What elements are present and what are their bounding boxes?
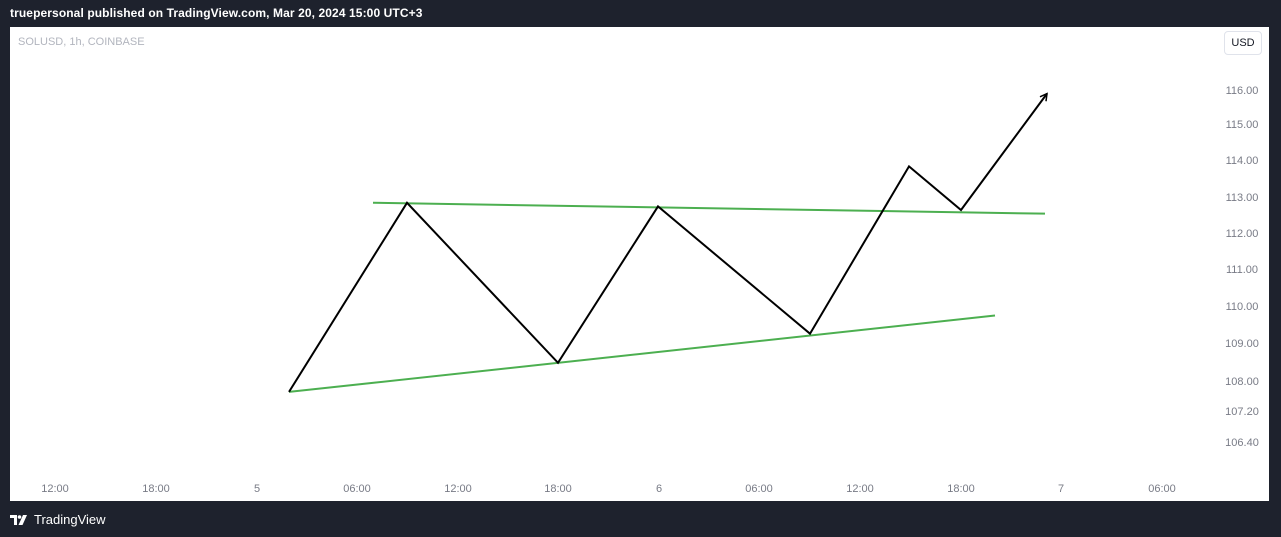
- y-tick-label: 115.00: [1226, 119, 1259, 131]
- tradingview-logo[interactable]: TradingView: [10, 512, 106, 527]
- x-tick-label: 12:00: [444, 483, 472, 495]
- y-tick-label: 107.20: [1225, 406, 1259, 418]
- lower-trendline: [288, 314, 996, 393]
- y-tick-label: 109.00: [1225, 338, 1259, 350]
- y-tick-label: 114.00: [1226, 155, 1259, 167]
- x-tick-label: 7: [1058, 483, 1064, 495]
- symbol-label: SOLUSD, 1h, COINBASE: [18, 36, 145, 48]
- x-tick-label: 12:00: [41, 483, 69, 495]
- publish-info: truepersonal published on TradingView.co…: [10, 6, 423, 20]
- tradingview-icon: [10, 514, 27, 525]
- y-tick-label: 112.00: [1226, 228, 1259, 240]
- x-tick-label: 6: [656, 483, 662, 495]
- upper-trendline: [372, 201, 1046, 215]
- x-tick-label: 12:00: [846, 483, 874, 495]
- x-tick-label: 06:00: [1148, 483, 1176, 495]
- x-tick-label: 18:00: [142, 483, 170, 495]
- x-tick-label: 5: [254, 483, 260, 495]
- y-tick-label: 110.00: [1226, 301, 1259, 313]
- x-tick-label: 18:00: [544, 483, 572, 495]
- brand-name: TradingView: [34, 512, 106, 527]
- y-tick-label: 116.00: [1226, 85, 1259, 97]
- x-tick-label: 06:00: [343, 483, 371, 495]
- chart-area[interactable]: 116.00 115.00 114.00 113.00 112.00 111.00 110.…: [10, 27, 1269, 501]
- currency-button[interactable]: USD: [1224, 31, 1262, 55]
- y-tick-label: 113.00: [1226, 192, 1259, 204]
- x-tick-label: 18:00: [947, 483, 975, 495]
- y-tick-label: 108.00: [1225, 376, 1259, 388]
- y-tick-label: 106.40: [1225, 437, 1259, 449]
- chart-canvas[interactable]: 116.00 115.00 114.00 113.00 112.00 111.00 110.…: [10, 27, 1269, 501]
- price-path-line: [288, 94, 1047, 393]
- y-tick-label: 111.00: [1226, 264, 1258, 276]
- x-tick-label: 06:00: [745, 483, 773, 495]
